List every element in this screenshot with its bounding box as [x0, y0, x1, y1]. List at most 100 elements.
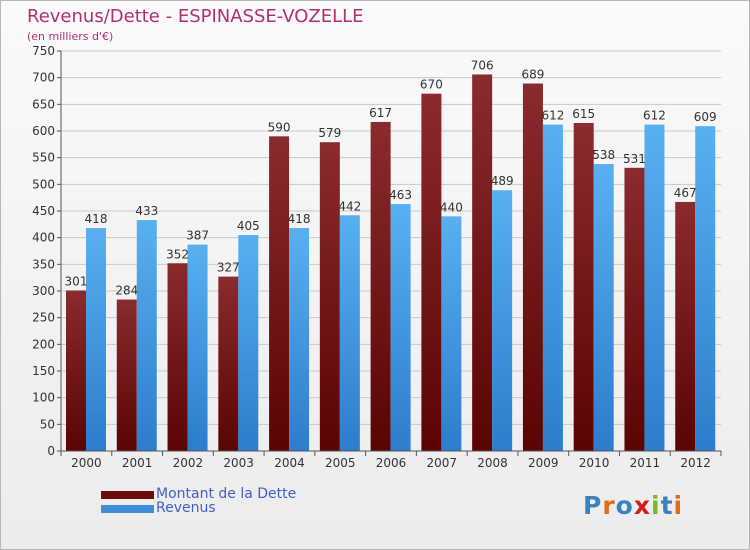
x-tick-label: 2001: [122, 456, 153, 470]
data-label-debt: 706: [471, 58, 494, 72]
bar-revenus: [187, 244, 208, 451]
x-tick-label: 2000: [71, 456, 102, 470]
x-tick-label: 2011: [630, 456, 661, 470]
logo-letter: r: [602, 491, 616, 520]
logo-letter: P: [583, 491, 603, 520]
bars: [66, 74, 716, 452]
y-tick-label: 200: [32, 337, 55, 351]
x-tick-label: 2002: [173, 456, 204, 470]
legend-label-debt: Montant de la Dette: [156, 486, 297, 502]
data-label-revenus: 489: [491, 174, 514, 188]
data-label-debt: 579: [318, 126, 341, 140]
bar-revenus: [492, 190, 513, 451]
x-tick-label: 2012: [680, 456, 711, 470]
x-tick-label: 2010: [579, 456, 610, 470]
bar-revenus: [136, 220, 157, 451]
data-label-debt: 590: [268, 120, 291, 134]
x-tick-label: 2003: [223, 456, 254, 470]
bar-debt: [319, 142, 340, 451]
data-label-debt: 531: [623, 152, 646, 166]
data-label-revenus: 538: [592, 148, 615, 162]
data-label-revenus: 433: [135, 204, 158, 218]
data-label-debt: 284: [115, 284, 138, 298]
data-label-revenus: 442: [338, 199, 361, 213]
bar-revenus: [289, 228, 310, 451]
y-tick-label: 500: [32, 177, 55, 191]
y-tick-label: 700: [32, 71, 55, 85]
x-tick-label: 2006: [376, 456, 407, 470]
bar-revenus: [644, 124, 665, 451]
bar-revenus: [441, 216, 462, 451]
y-tick-label: 250: [32, 311, 55, 325]
y-tick-label: 50: [40, 417, 55, 431]
bar-debt: [167, 263, 188, 451]
bar-debt: [370, 121, 391, 451]
bar-debt: [573, 123, 594, 451]
x-tick-label: 2008: [477, 456, 508, 470]
data-label-debt: 670: [420, 78, 443, 92]
y-tick-label: 750: [32, 44, 55, 58]
y-tick-label: 550: [32, 151, 55, 165]
data-label-debt: 689: [521, 68, 544, 82]
logo-letter: x: [633, 491, 651, 520]
data-label-revenus: 405: [237, 219, 260, 233]
chart-subtitle: (en milliers d'€): [27, 30, 114, 43]
logo-letter: i: [651, 491, 661, 520]
bar-debt: [421, 93, 442, 452]
legend-swatch-debt: [101, 491, 154, 499]
y-tick-label: 300: [32, 284, 55, 298]
y-tick-label: 400: [32, 231, 55, 245]
bar-revenus: [238, 235, 259, 451]
bar-debt: [522, 83, 543, 452]
y-tick-label: 350: [32, 257, 55, 271]
data-label-revenus: 609: [694, 110, 717, 124]
y-tick-label: 650: [32, 97, 55, 111]
legend-swatch-revenus: [101, 505, 154, 513]
data-label-revenus: 418: [85, 212, 108, 226]
x-tick-label: 2004: [274, 456, 305, 470]
data-label-debt: 615: [572, 107, 595, 121]
data-label-debt: 327: [217, 261, 240, 275]
y-tick-label: 100: [32, 391, 55, 405]
data-label-debt: 301: [65, 274, 88, 288]
x-tick-label: 2007: [426, 456, 457, 470]
bar-debt: [116, 299, 137, 451]
bar-revenus: [390, 204, 411, 451]
data-label-debt: 352: [166, 247, 189, 261]
bar-debt: [472, 74, 493, 451]
data-label-revenus: 387: [186, 229, 209, 243]
data-label-revenus: 612: [541, 109, 564, 123]
bar-debt: [624, 167, 645, 452]
data-label-debt: 467: [674, 186, 697, 200]
bar-debt: [269, 136, 290, 452]
data-label-revenus: 463: [389, 188, 412, 202]
logo-letter: i: [673, 491, 684, 520]
data-label-revenus: 612: [643, 109, 666, 123]
chart-title: Revenus/Dette - ESPINASSE-VOZELLE: [27, 6, 364, 27]
y-tick-label: 0: [47, 444, 55, 458]
y-tick-label: 450: [32, 204, 55, 218]
bar-revenus: [695, 126, 716, 451]
bar-debt: [218, 276, 239, 451]
y-tick-label: 150: [32, 364, 55, 378]
proxiti-logo: Proxiti: [583, 491, 683, 520]
axes: 0 50 100 150 200 250 300 350 400 450 500 550 600 650 7…: [32, 44, 722, 470]
data-label-revenus: 418: [288, 212, 311, 226]
bar-revenus: [542, 124, 563, 451]
bar-debt: [66, 290, 86, 451]
data-label-revenus: 440: [440, 200, 463, 214]
logo-letter: o: [615, 491, 634, 520]
logo-letter: t: [660, 491, 674, 520]
y-tick-label: 600: [32, 124, 55, 138]
x-tick-label: 2009: [528, 456, 559, 470]
bar-revenus: [339, 215, 360, 451]
x-tick-label: 2005: [325, 456, 356, 470]
legend-label-revenus: Revenus: [156, 500, 216, 516]
bar-revenus: [86, 228, 106, 451]
bar-debt: [675, 201, 696, 451]
data-labels: 301 284 352 327 590 579 617 670 706 689 615 531 467 4…: [65, 58, 717, 297]
bar-revenus: [593, 164, 614, 452]
data-label-debt: 617: [369, 106, 392, 120]
